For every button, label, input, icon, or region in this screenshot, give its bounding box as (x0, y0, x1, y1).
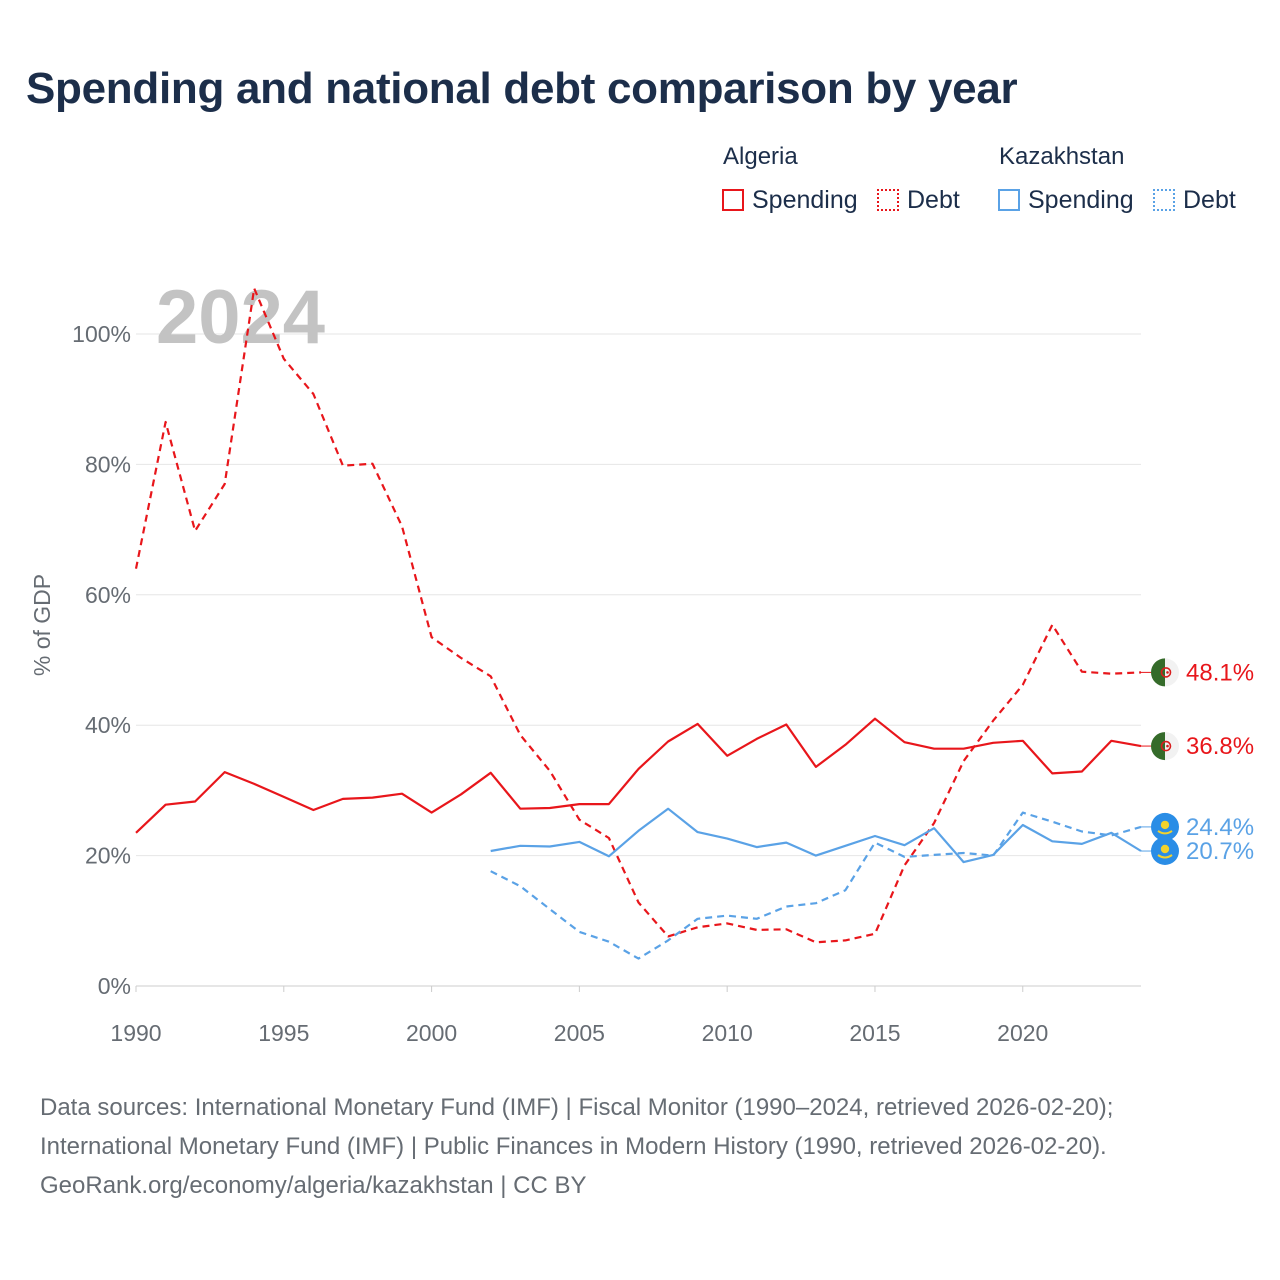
end-value-label: 48.1% (1186, 659, 1254, 686)
y-tick-label: 60% (85, 582, 131, 608)
footer-line-2: International Monetary Fund (IMF) | Publ… (40, 1133, 1107, 1160)
legend-swatch-solid (722, 189, 744, 211)
x-tick-label: 2000 (406, 1020, 457, 1046)
legend-swatch-dotted (877, 189, 899, 211)
legend-group-algeria: Algeria (723, 143, 798, 170)
x-tick-label: 1990 (110, 1020, 161, 1046)
end-value-label: 36.8% (1186, 733, 1254, 760)
series-lines (134, 287, 1142, 960)
legend-swatch-dotted (1153, 189, 1175, 211)
y-axis-label: % of GDP (29, 574, 55, 676)
y-axis-ticks: 0% 20% 40% 60% 80% 100% (72, 321, 131, 999)
algeria-flag-icon (1151, 732, 1179, 761)
x-axis-ticks: 1990 1995 2000 2005 2010 2015 2020 (110, 986, 1048, 1046)
x-tick-label: 1995 (258, 1020, 309, 1046)
legend-group-kazakhstan: Kazakhstan (999, 143, 1125, 170)
legend-label: Debt (1183, 185, 1236, 214)
chart-title: Spending and national debt comparison by… (26, 64, 1018, 113)
y-tick-label: 80% (85, 451, 131, 477)
series-line-algeria-spending[interactable] (135, 717, 1142, 834)
legend-label: Spending (1028, 185, 1134, 214)
series-line-algeria-debt[interactable] (134, 287, 1142, 944)
legend-swatch-solid (998, 189, 1020, 211)
algeria-flag-icon (1151, 658, 1179, 687)
legend-label: Spending (752, 185, 858, 214)
kazakhstan-flag-icon (1151, 837, 1179, 865)
x-tick-label: 2005 (554, 1020, 605, 1046)
end-markers: 36.8% 48.1% 20.7%24.4% (1141, 658, 1254, 865)
end-value-label: 24.4% (1186, 814, 1254, 841)
x-tick-label: 2020 (997, 1020, 1048, 1046)
legend-item-algeria-debt[interactable]: Debt (877, 184, 960, 216)
y-tick-label: 100% (72, 321, 131, 347)
footer-line-1: Data sources: International Monetary Fun… (40, 1094, 1114, 1121)
x-tick-label: 2015 (849, 1020, 900, 1046)
legend-item-kazakhstan-debt[interactable]: Debt (1153, 184, 1236, 216)
legend-label: Debt (907, 185, 960, 214)
footer-sources: Data sources: International Monetary Fun… (40, 1088, 1113, 1205)
kazakhstan-flag-icon (1151, 812, 1179, 841)
y-tick-label: 20% (85, 843, 131, 869)
year-watermark: 2024 (156, 275, 325, 360)
legend-item-kazakhstan-spending[interactable]: Spending (998, 184, 1134, 216)
series-line-kazakhstan-spending[interactable] (490, 807, 1142, 864)
footer-line-3[interactable]: GeoRank.org/economy/algeria/kazakhstan |… (40, 1172, 587, 1199)
legend-item-algeria-spending[interactable]: Spending (722, 184, 858, 216)
x-tick-label: 2010 (702, 1020, 753, 1046)
y-tick-label: 40% (85, 712, 131, 738)
series-line-kazakhstan-debt[interactable] (490, 811, 1142, 960)
y-tick-label: 0% (98, 973, 131, 999)
end-value-label: 20.7% (1186, 838, 1254, 865)
grid-lines (136, 333, 1141, 987)
